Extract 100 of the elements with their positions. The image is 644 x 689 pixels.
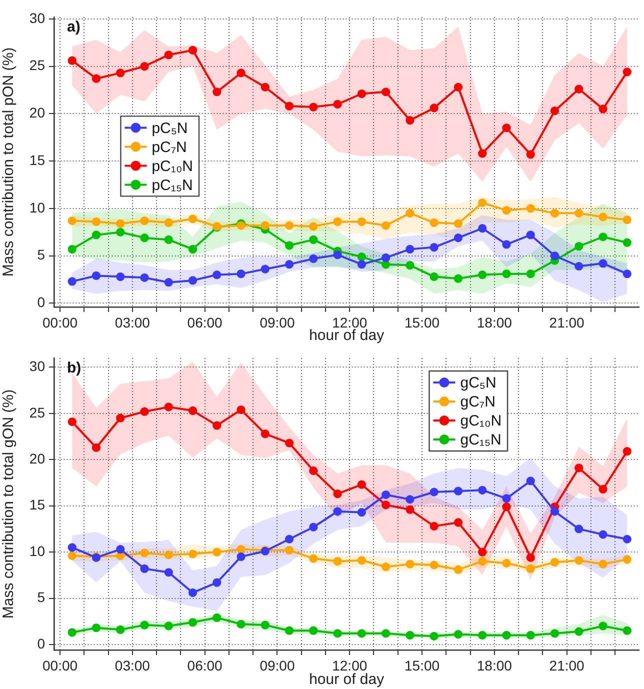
legend-label: gC₁₀N [460, 412, 502, 430]
point [212, 548, 222, 556]
point [140, 620, 149, 630]
point [574, 464, 584, 472]
point [260, 620, 270, 630]
point [188, 618, 198, 627]
point [164, 278, 173, 287]
point [188, 214, 198, 224]
point [574, 84, 584, 94]
point [164, 622, 173, 630]
point [260, 221, 270, 230]
point [212, 270, 222, 280]
point [622, 534, 632, 544]
point [68, 417, 76, 426]
point [309, 554, 318, 563]
point [309, 235, 318, 244]
point [92, 217, 101, 226]
point [622, 216, 632, 224]
point [406, 261, 414, 270]
point [574, 262, 584, 271]
legend-label: gC₅N [460, 374, 496, 392]
point [622, 626, 632, 635]
point [502, 270, 511, 278]
point [68, 543, 76, 552]
point [406, 495, 414, 504]
point [164, 402, 173, 412]
point [140, 407, 149, 416]
legend-label: gC₁₅N [460, 432, 502, 449]
point [478, 486, 487, 494]
point [382, 221, 390, 230]
legend-label: pC₁₅N [152, 176, 193, 194]
point [236, 620, 246, 628]
y-tick-label: 20 [29, 450, 46, 467]
point [550, 558, 560, 567]
point [574, 627, 584, 636]
point [188, 46, 198, 54]
point [68, 244, 76, 254]
y-tick-label: 10 [29, 199, 46, 216]
point [550, 252, 560, 260]
x-tick-label: 12:00 [332, 657, 368, 674]
point [478, 149, 487, 158]
point [68, 56, 76, 65]
y-tick-label: 30 [29, 10, 46, 26]
point [212, 613, 222, 622]
point [622, 447, 632, 456]
point [284, 260, 294, 269]
point [284, 102, 294, 110]
point [284, 241, 294, 250]
point [357, 629, 366, 638]
point [454, 630, 463, 639]
point [406, 208, 414, 218]
point [164, 235, 173, 244]
point [164, 550, 173, 560]
point [68, 551, 76, 560]
point [598, 560, 608, 568]
point [574, 242, 584, 251]
point [188, 406, 198, 415]
point [502, 240, 511, 249]
point [502, 502, 511, 512]
point [357, 260, 366, 269]
point [550, 106, 560, 116]
point [502, 558, 511, 568]
point [164, 50, 173, 60]
point [284, 546, 294, 555]
point [478, 270, 487, 280]
y-tick-label: 0 [37, 635, 46, 652]
point [92, 624, 101, 632]
point [478, 548, 487, 556]
point [140, 564, 149, 573]
y-tick-label: 30 [29, 358, 46, 374]
point [188, 588, 198, 598]
point [622, 68, 632, 76]
point [357, 252, 366, 262]
x-tick-label: 15:00 [404, 314, 440, 330]
point [406, 505, 414, 514]
x-tick-label: 06:00 [187, 657, 223, 674]
point [430, 560, 438, 570]
point [116, 414, 125, 422]
x-tick-label: 15:00 [404, 657, 440, 674]
point [526, 204, 535, 213]
point [622, 238, 632, 247]
x-tick-label: 18:00 [476, 314, 512, 330]
point [140, 62, 149, 71]
y-tick-label: 25 [29, 404, 46, 420]
x-tick-label: 06:00 [187, 314, 223, 330]
point [357, 508, 366, 517]
point [478, 198, 487, 208]
point [116, 228, 125, 236]
y-tick-label: 25 [29, 57, 46, 74]
y-tick-label: 15 [29, 152, 46, 168]
point [598, 484, 608, 494]
point [333, 100, 342, 108]
x-tick-label: 09:00 [260, 657, 295, 674]
legend-label: gC₇N [460, 394, 496, 411]
point [502, 630, 511, 640]
point [309, 466, 318, 476]
point [284, 626, 294, 635]
point [430, 522, 438, 530]
point [526, 150, 535, 159]
point [212, 578, 222, 587]
